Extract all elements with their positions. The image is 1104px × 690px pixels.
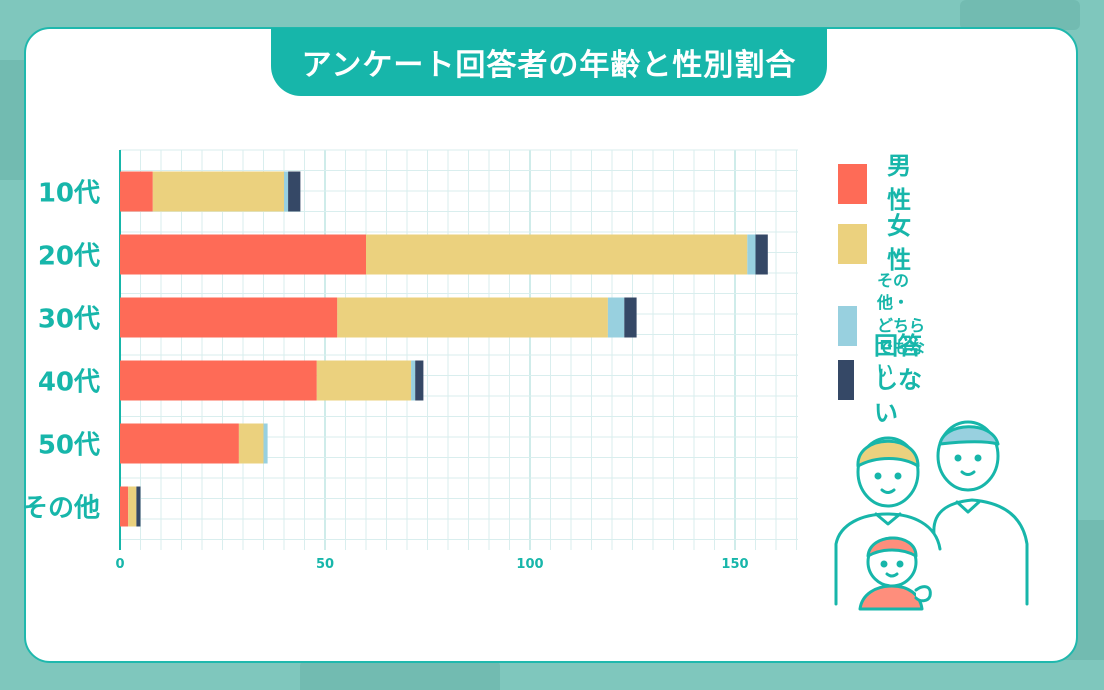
bar-segment-other [284,171,289,212]
x-tick-label: 50 [316,557,334,572]
bar-segment-other [607,297,625,338]
x-tick-label: 150 [721,557,748,572]
bar-segment-male [120,234,366,275]
legend-swatch [838,305,857,346]
title-banner: アンケート回答者の年齢と性別割合 [271,28,827,96]
category-label: 50代 [38,431,100,461]
bar-segment-female [128,486,137,527]
legend-swatch [838,163,868,204]
bar-segment-no_answer [415,360,424,401]
bar-segment-male [120,486,129,527]
bar-segment-no_answer [755,234,768,275]
bar-segment-male [120,423,239,464]
bar-segment-male [120,360,317,401]
bar-segment-other [747,234,756,275]
x-tick-label: 0 [115,557,124,572]
bar-segment-female [366,234,748,275]
bar-segment-male [120,297,338,338]
bg-shape [960,0,1080,30]
bar-segment-female [337,297,608,338]
legend-item: その他・ どちらでもない [838,270,930,382]
category-label: 10代 [38,179,100,209]
legend-label: 女性 [887,212,912,274]
x-tick-label: 100 [516,557,543,572]
bar-segment-no_answer [624,297,637,338]
bg-shape [300,660,500,690]
legend-swatch [838,223,868,264]
legend-item: 回答しない [838,330,922,431]
legend-swatch [838,360,854,401]
category-label: その他 [22,494,100,524]
bar-segment-other [263,423,268,464]
legend-item: 女性 [838,210,922,277]
bar-segment-female [152,171,284,212]
category-label: 40代 [38,368,100,398]
legend-label: 回答しない [874,332,922,428]
legend-item: 男性 [838,150,922,217]
chart-title: アンケート回答者の年齢と性別割合 [301,48,797,83]
bar-segment-female [238,423,264,464]
bar-segment-male [120,171,153,212]
bar-segment-no_answer [288,171,301,212]
category-label: 20代 [38,242,100,272]
family-icon [834,420,1029,611]
bar-segment-other [411,360,416,401]
bar-segment-no_answer [136,486,141,527]
bar-segment-female [316,360,412,401]
legend-label: その他・ どちらでもない [877,271,926,380]
legend-label: 男性 [887,152,912,214]
category-label: 30代 [38,305,100,335]
